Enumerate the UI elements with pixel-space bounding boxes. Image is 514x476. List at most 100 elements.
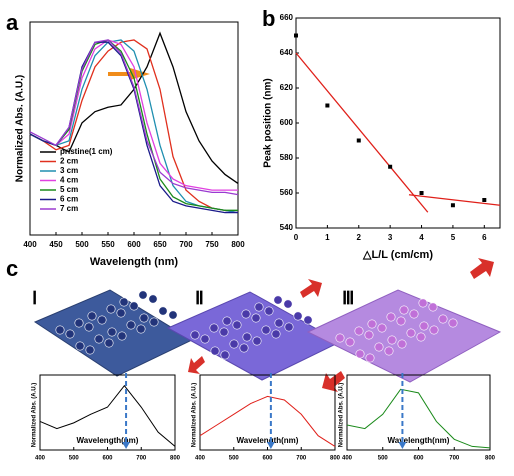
sphere — [428, 302, 438, 312]
sphere — [273, 295, 283, 305]
peak-arrow — [398, 442, 407, 449]
x-axis-title: Wavelength(nm) — [237, 436, 299, 445]
sphere — [129, 301, 139, 311]
sphere — [448, 318, 458, 328]
sphere — [116, 308, 126, 318]
sphere — [365, 353, 375, 363]
sphere — [75, 341, 85, 351]
y-axis-title: Normalized Abs. (A.U.) — [339, 383, 345, 447]
x-tick-label: 700 — [179, 240, 193, 249]
stretch-arrow — [470, 258, 494, 279]
sphere — [406, 328, 416, 338]
sphere — [345, 337, 355, 347]
sphere — [148, 294, 158, 304]
sphere — [94, 334, 104, 344]
plate — [306, 289, 502, 383]
y-tick-label: 580 — [280, 153, 294, 162]
sphere — [158, 306, 168, 316]
spectrum — [29, 39, 238, 211]
sphere — [419, 321, 429, 331]
sphere — [55, 325, 65, 335]
panel-label: a — [6, 10, 19, 35]
peak-arrow — [122, 442, 131, 449]
sphere — [242, 332, 252, 342]
data-point — [294, 33, 298, 38]
y-tick-label: 620 — [280, 83, 294, 92]
sphere — [107, 327, 117, 337]
x-tick-label: 450 — [49, 240, 63, 249]
y-tick-label: 540 — [280, 223, 294, 232]
sphere — [222, 316, 232, 326]
x-axis-title: Wavelength(nm) — [388, 436, 450, 445]
data-point — [325, 103, 330, 108]
x-tick-label: 800 — [170, 456, 181, 462]
panel-label: c — [6, 256, 18, 281]
sphere — [416, 332, 426, 342]
sphere — [106, 304, 116, 314]
sphere — [119, 297, 129, 307]
sphere — [438, 314, 448, 324]
plot-frame — [295, 17, 501, 229]
legend-label: 3 cm — [60, 166, 78, 175]
sphere — [303, 315, 313, 325]
stretch-arrow — [300, 279, 322, 298]
x-tick-label: 400 — [35, 456, 46, 462]
sphere — [274, 318, 284, 328]
sphere — [209, 323, 219, 333]
sphere — [200, 334, 210, 344]
sphere — [387, 335, 397, 345]
sphere — [271, 329, 281, 339]
x-tick-label: 600 — [127, 240, 141, 249]
sphere — [397, 339, 407, 349]
x-tick-label: 600 — [102, 456, 113, 462]
y-tick-label: 660 — [280, 13, 294, 22]
legend-label: 7 cm — [60, 204, 78, 213]
legend-label: 2 cm — [60, 157, 78, 166]
sphere — [87, 311, 97, 321]
x-tick-label: 3 — [388, 233, 393, 242]
sphere — [399, 305, 409, 315]
sphere — [284, 322, 294, 332]
sphere — [261, 325, 271, 335]
sphere — [254, 302, 264, 312]
stage-label: Ⅱ — [195, 288, 204, 308]
sphere — [232, 320, 242, 330]
data-point — [356, 138, 361, 143]
sphere — [354, 326, 364, 336]
sphere — [264, 306, 274, 316]
x-tick-label: 6 — [482, 233, 487, 242]
sphere — [367, 319, 377, 329]
x-tick-label: 500 — [378, 456, 389, 462]
x-tick-label: 400 — [23, 240, 37, 249]
sphere — [139, 313, 149, 323]
x-tick-label: 2 — [357, 233, 362, 242]
y-tick-label: 560 — [280, 188, 294, 197]
spectrum — [29, 39, 238, 191]
sphere — [104, 338, 114, 348]
x-tick-label: 800 — [330, 456, 341, 462]
sphere — [429, 325, 439, 335]
sphere — [396, 316, 406, 326]
sphere — [149, 317, 159, 327]
data-point — [388, 164, 393, 169]
sphere — [384, 346, 394, 356]
x-tick-label: 4 — [419, 233, 424, 242]
data-point — [450, 203, 455, 208]
x-tick-label: 5 — [451, 233, 456, 242]
x-axis-title: Wavelength (nm) — [90, 256, 179, 268]
x-tick-label: 800 — [231, 240, 245, 249]
sphere — [335, 333, 345, 343]
sphere — [409, 309, 419, 319]
x-axis-title: Wavelength(nm) — [77, 436, 139, 445]
sphere — [220, 350, 230, 360]
sphere — [293, 311, 303, 321]
sphere — [136, 324, 146, 334]
x-tick-label: 750 — [205, 240, 219, 249]
x-tick-label: 600 — [262, 456, 273, 462]
x-tick-label: 700 — [136, 456, 147, 462]
sphere — [168, 310, 178, 320]
spheres — [55, 290, 458, 363]
spectrum — [29, 39, 239, 214]
y-axis-title: Normalized Abs. (A.U.) — [192, 383, 198, 447]
sphere — [74, 318, 84, 328]
